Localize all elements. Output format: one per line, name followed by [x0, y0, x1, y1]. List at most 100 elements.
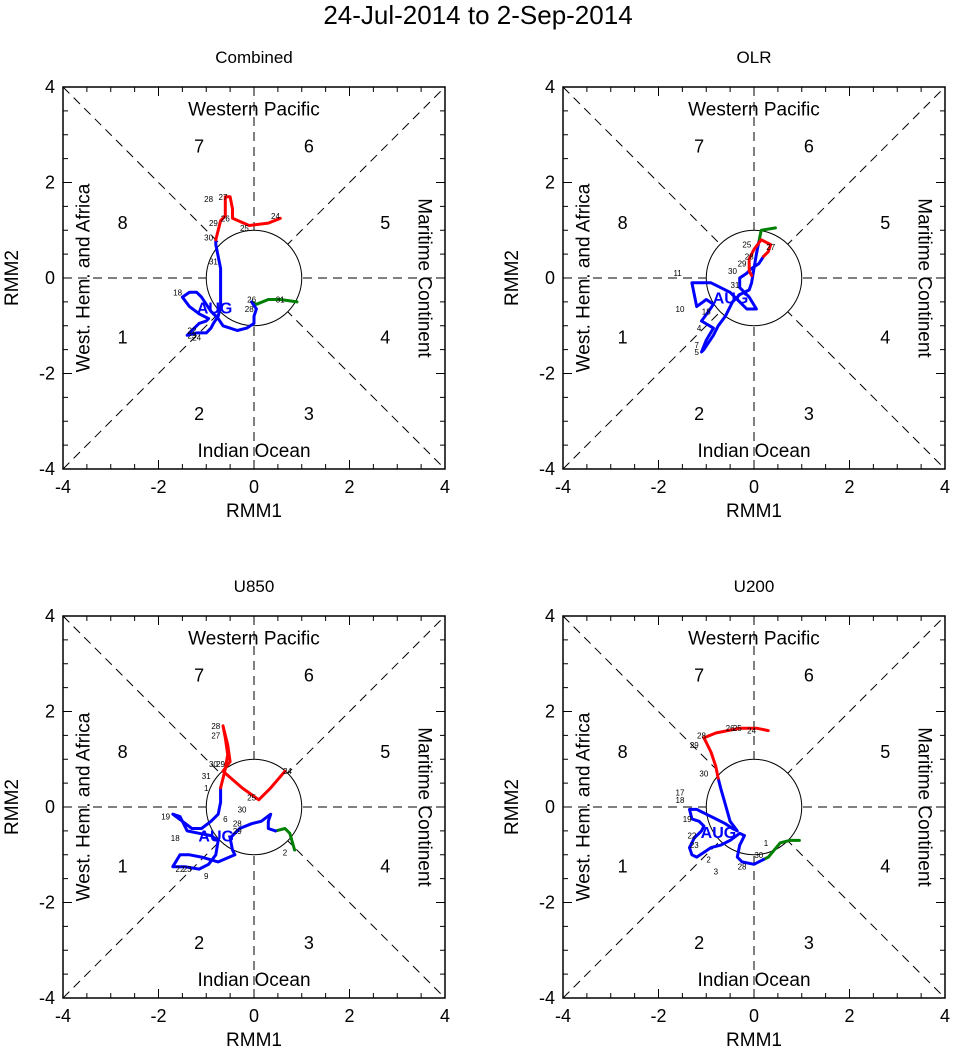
region-label-right: Maritime Continent [914, 198, 935, 358]
month-label-aug: AUG [701, 825, 737, 842]
phase-label-4: 4 [880, 857, 890, 877]
phase-label-6: 6 [804, 666, 814, 686]
y-tick-label: 4 [545, 77, 555, 97]
day-label: 1 [764, 839, 769, 848]
day-label: 31 [276, 295, 285, 304]
y-tick-label: -2 [39, 364, 55, 384]
day-label: 30 [204, 233, 213, 242]
day-label: 19 [683, 815, 692, 824]
day-label: 24 [283, 767, 292, 776]
day-label: 1 [204, 784, 209, 793]
day-label: 18 [173, 288, 182, 297]
x-axis-title: RMM1 [226, 501, 282, 522]
phase-label-3: 3 [304, 933, 314, 953]
series-line-jul [757, 226, 777, 244]
phase-label-3: 3 [804, 933, 814, 953]
day-label: 28 [211, 722, 220, 731]
x-tick-label: 0 [249, 1006, 259, 1026]
panel-title: U850 [234, 577, 275, 596]
day-label: 28 [738, 863, 747, 872]
y-tick-label: 4 [545, 606, 555, 626]
day-label: 31 [730, 281, 739, 290]
region-label-left: West. Hem. and Africa [73, 183, 94, 372]
day-label: 29 [209, 219, 218, 228]
y-tick-label: -2 [539, 893, 555, 913]
series-line-jul [250, 298, 299, 306]
day-label: 11 [673, 269, 682, 278]
day-label: 28 [745, 253, 754, 262]
y-tick-label: 2 [545, 702, 555, 722]
region-label-bottom: Indian Ocean [197, 441, 310, 462]
phase-label-7: 7 [694, 666, 704, 686]
day-label: 3 [714, 867, 719, 876]
region-label-top: Western Pacific [188, 629, 320, 650]
phase-label-3: 3 [804, 404, 814, 424]
panel-combined: Combined Western Pacific Indian Ocean West.… [2, 48, 450, 522]
y-tick-label: -4 [539, 988, 555, 1008]
phase-label-8: 8 [118, 213, 128, 233]
day-label: 25 [247, 793, 256, 802]
series-line-jul [274, 827, 297, 852]
series-line-sep [702, 726, 770, 780]
x-tick-label: -2 [650, 1006, 666, 1026]
panel-title: U200 [734, 577, 775, 596]
phase-label-5: 5 [880, 213, 890, 233]
y-axis-title: RMM2 [2, 250, 23, 306]
day-label: 25 [742, 241, 751, 250]
y-tick-label: -2 [39, 893, 55, 913]
y-tick-label: -4 [539, 459, 555, 479]
series-line-jul [762, 838, 801, 861]
phase-label-7: 7 [194, 137, 204, 157]
phase-label-4: 4 [380, 857, 390, 877]
x-axis-title: RMM1 [726, 501, 782, 522]
x-tick-label: 2 [344, 1006, 354, 1026]
day-label: 22 [687, 832, 696, 841]
region-label-bottom: Indian Ocean [197, 970, 310, 991]
series-line-sep [747, 238, 773, 278]
day-label: 23 [183, 865, 192, 874]
day-label: 22 [176, 865, 185, 874]
series-line-aug [688, 776, 765, 866]
series-line-aug [180, 238, 258, 337]
day-label: 23 [187, 331, 196, 340]
x-tick-label: -2 [650, 477, 666, 497]
x-tick-label: -4 [555, 477, 571, 497]
phase-label-6: 6 [304, 137, 314, 157]
region-label-right: Maritime Continent [414, 198, 435, 358]
x-axis-title: RMM1 [726, 1030, 782, 1051]
panel-olr: OLR Western Pacific Indian Ocean West. Hem.… [502, 48, 950, 522]
phase-label-8: 8 [618, 742, 628, 762]
phase-label-1: 1 [118, 857, 128, 877]
region-label-bottom: Indian Ocean [697, 970, 810, 991]
x-tick-label: 0 [249, 477, 259, 497]
day-label: 5 [694, 348, 699, 357]
day-label: 30 [728, 267, 737, 276]
series-line-sep [214, 195, 282, 242]
unit-circle [205, 229, 303, 327]
phase-label-1: 1 [118, 328, 128, 348]
region-label-right: Maritime Continent [914, 727, 935, 887]
panel-title: OLR [737, 48, 772, 67]
day-label: 2 [283, 848, 288, 857]
region-label-left: West. Hem. and Africa [573, 183, 594, 372]
y-tick-label: 4 [45, 77, 55, 97]
day-label: 26 [726, 724, 735, 733]
phase-label-2: 2 [194, 933, 204, 953]
month-label-aug: AUG [198, 829, 234, 846]
day-label: 30 [238, 805, 247, 814]
day-label: 30 [699, 770, 708, 779]
y-tick-label: -4 [39, 459, 55, 479]
day-label: 26 [247, 295, 256, 304]
region-label-top: Western Pacific [688, 100, 820, 121]
phase-label-3: 3 [304, 404, 314, 424]
day-label: 31 [202, 772, 211, 781]
x-tick-label: -4 [55, 1006, 71, 1026]
day-label: 27 [219, 193, 228, 202]
day-label: 18 [676, 796, 685, 805]
day-label: 6 [223, 815, 228, 824]
x-tick-label: 0 [749, 477, 759, 497]
region-label-left: West. Hem. and Africa [573, 712, 594, 901]
y-tick-label: 0 [45, 797, 55, 817]
phase-label-7: 7 [694, 137, 704, 157]
x-tick-label: 4 [440, 477, 450, 497]
